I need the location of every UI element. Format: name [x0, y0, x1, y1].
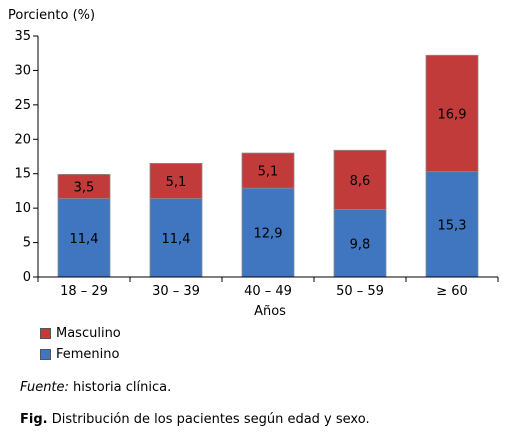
legend-label-masculino: Masculino: [56, 326, 121, 341]
x-tick-label-1: 30 – 39: [152, 284, 200, 299]
data-label-femenino-3: 9,8: [350, 237, 371, 252]
data-label-masculino-4: 16,9: [438, 107, 467, 122]
x-axis-label: Años: [254, 304, 286, 319]
source-label: Fuente:: [20, 380, 69, 395]
bar-masculino-2: [241, 152, 295, 189]
bar-masculino-0: [57, 174, 111, 199]
axes-group: 18 – 29 30 – 39 40 – 49 50 – 59 ≥ 60 0 5 10 15 20…: [14, 29, 499, 299]
data-label-femenino-2: 12,9: [254, 227, 283, 242]
bar-masculino-4: [425, 54, 479, 173]
y-tick-label-2: 10: [14, 201, 31, 216]
legend-item-femenino: Femenino: [40, 347, 119, 362]
data-label-femenino-4: 15,3: [438, 218, 467, 233]
bars-group: 11,4 3,5 11,4 5,1 12,9 5,1 9,8 8,6 15,3 16,9: [57, 54, 479, 278]
data-label-femenino-0: 11,4: [70, 232, 99, 247]
data-label-masculino-0: 3,5: [74, 180, 95, 195]
y-tick-label-0: 0: [23, 270, 31, 285]
stacked-bar-chart: Porciento (%) 11,4 3,5 11,4 5,1 12,9 5,1 9,8 8,…: [8, 8, 499, 319]
x-tick-label-4: ≥ 60: [436, 284, 468, 299]
y-tick-label-4: 20: [14, 132, 31, 147]
x-tick-label-3: 50 – 59: [336, 284, 384, 299]
bar-femenino-0: [57, 198, 111, 278]
caption-label: Fig.: [20, 412, 48, 427]
x-tick-label-0: 18 – 29: [60, 284, 108, 299]
data-label-femenino-1: 11,4: [162, 232, 191, 247]
source-text: historia clínica.: [68, 380, 172, 395]
data-label-masculino-2: 5,1: [258, 165, 279, 180]
data-label-masculino-3: 8,6: [350, 174, 371, 189]
x-tick-label-2: 40 – 49: [244, 284, 292, 299]
legend-item-masculino: Masculino: [40, 326, 121, 341]
figure-caption: Fig. Distribución de los pacientes según…: [20, 412, 370, 427]
y-tick-label-6: 30: [14, 63, 31, 78]
source-note: Fuente: historia clínica.: [20, 380, 171, 395]
bar-masculino-1: [149, 162, 203, 199]
y-tick-label-7: 35: [14, 29, 31, 44]
bar-femenino-2: [241, 187, 295, 278]
data-label-masculino-1: 5,1: [166, 175, 187, 190]
legend-label-femenino: Femenino: [56, 347, 120, 362]
caption-text: Distribución de los pacientes según edad…: [47, 412, 370, 427]
legend-swatch-femenino: [40, 349, 51, 360]
bar-masculino-3: [333, 149, 387, 210]
y-tick-label-5: 25: [14, 98, 31, 113]
legend-swatch-masculino: [40, 328, 51, 339]
y-tick-label-3: 15: [14, 167, 31, 182]
y-axis-label: Porciento (%): [8, 8, 95, 23]
y-tick-label-1: 5: [23, 236, 31, 251]
